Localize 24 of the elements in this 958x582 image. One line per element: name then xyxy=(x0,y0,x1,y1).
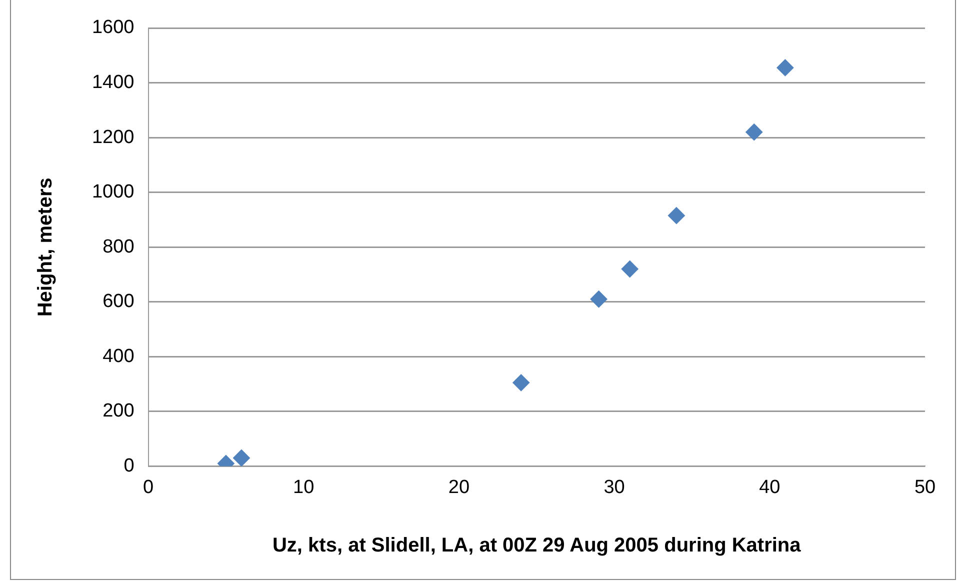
point xyxy=(621,260,638,278)
y-tick-label: 1200 xyxy=(92,126,134,148)
point xyxy=(590,290,608,308)
y-tick-label: 1000 xyxy=(92,182,134,203)
y-tick-label: 0 xyxy=(124,455,134,476)
x-tick-label: 20 xyxy=(448,476,470,498)
y-tick-label: 1400 xyxy=(92,72,134,94)
y-tick-label: 600 xyxy=(102,291,134,312)
x-tick-label: 40 xyxy=(759,476,780,498)
point xyxy=(668,207,685,224)
point xyxy=(232,449,250,466)
point xyxy=(512,374,530,392)
y-tick-label: 800 xyxy=(102,236,134,258)
y-axis-title: Height, meters xyxy=(34,178,57,317)
x-tick-label: 0 xyxy=(142,476,154,498)
x-tick-label: 50 xyxy=(914,476,936,498)
y-tick-label: 200 xyxy=(102,400,134,422)
x-tick-label: 30 xyxy=(604,476,625,498)
x-tick-label: 10 xyxy=(293,476,314,498)
y-tick-label: 1600 xyxy=(92,17,134,38)
y-tick-label: 400 xyxy=(102,346,134,367)
point xyxy=(746,124,763,141)
x-axis-title: Uz, kts, at Slidell, LA, at 00Z 29 Aug 2005 during Katrina xyxy=(272,534,802,557)
point xyxy=(776,59,794,76)
